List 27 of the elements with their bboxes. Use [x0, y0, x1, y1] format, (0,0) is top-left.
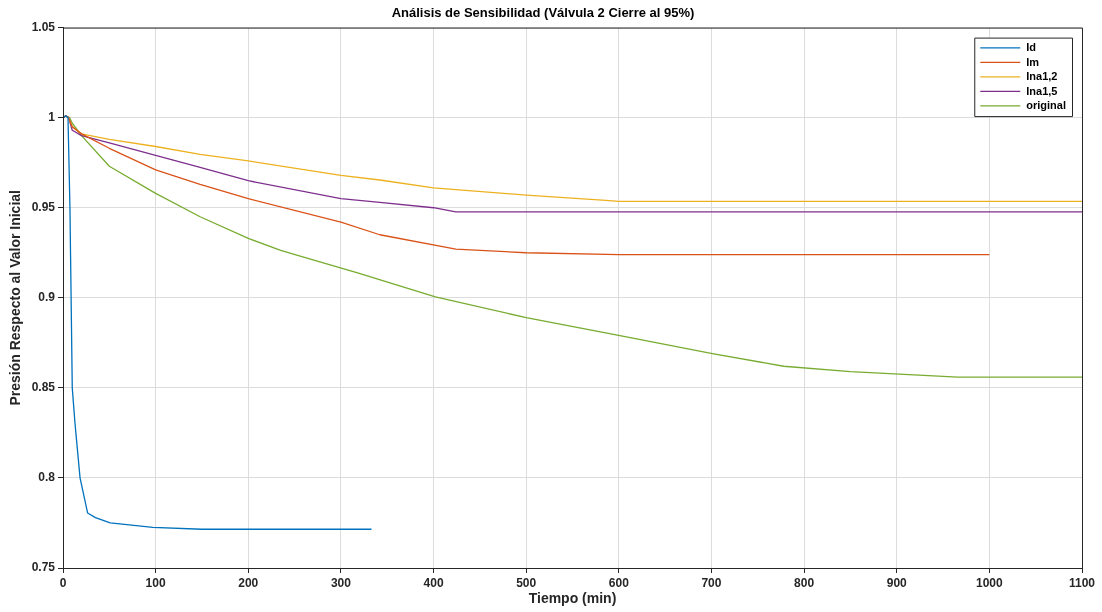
x-tick-label: 700 [701, 575, 722, 590]
legend-label: Ina1,2 [1026, 70, 1058, 83]
x-tick-label: 900 [886, 575, 908, 590]
x-tick-label: 300 [330, 575, 352, 590]
x-tick-label: 1100 [1068, 575, 1096, 590]
x-tick-label: 500 [516, 575, 537, 590]
legend-label: Ina1,5 [1026, 84, 1058, 97]
legend-label: original [1026, 99, 1067, 112]
x-axis-title: Tiempo (min) [528, 590, 617, 607]
legend-label: Id [1026, 41, 1037, 54]
x-tick-label: 800 [794, 575, 815, 590]
y-tick-label: 0.95 [31, 200, 56, 215]
chart-title: Análisis de Sensibilidad (Válvula 2 Cierre al 95%) [391, 5, 695, 21]
x-tick-label: 400 [423, 575, 444, 590]
x-tick-label: 1000 [976, 575, 1004, 590]
x-tick-label: 0 [59, 575, 67, 590]
x-tick-label: 600 [608, 575, 630, 590]
y-tick-label: 1.05 [31, 19, 56, 34]
legend-label: Im [1026, 55, 1040, 68]
y-axis-title: Presión Respecto al Valor Inicial [7, 190, 24, 406]
y-tick-label: 0.75 [31, 560, 56, 575]
x-tick-label: 100 [145, 575, 166, 590]
y-tick-label: 0.8 [38, 470, 56, 485]
y-tick-label: 1 [48, 109, 56, 124]
x-tick-label: 200 [238, 575, 259, 590]
y-tick-label: 0.9 [38, 290, 56, 305]
y-tick-label: 0.85 [31, 380, 56, 395]
